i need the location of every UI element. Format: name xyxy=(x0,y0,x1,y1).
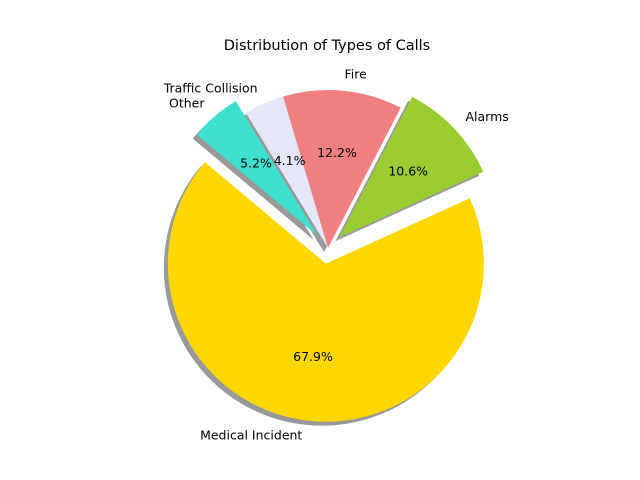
slice-label-other: Other xyxy=(169,96,205,111)
pie-slice-traffic-collision xyxy=(245,96,328,248)
slice-label-alarms: Alarms xyxy=(465,109,508,124)
slice-label-fire: Fire xyxy=(344,66,367,81)
pct-label-medical-incident: 67.9% xyxy=(293,349,333,364)
pie-slice-medical-incident xyxy=(167,162,484,422)
pie-slice-layer xyxy=(167,90,484,422)
pie-slice-alarms xyxy=(339,96,484,238)
pie-label-layer: Medical Incident 67.9% Alarms 10.6% Fire 12.2… xyxy=(163,66,509,442)
pie-slice-fire xyxy=(283,90,401,248)
pct-label-traffic-collision: 4.1% xyxy=(274,153,306,168)
chart-title: Distribution of Types of Calls xyxy=(224,38,430,54)
slice-label-medical-incident: Medical Incident xyxy=(200,427,302,442)
pct-label-other: 5.2% xyxy=(240,156,272,171)
pct-label-fire: 12.2% xyxy=(317,145,357,160)
slice-label-traffic-collision: Traffic Collision xyxy=(163,81,258,96)
pct-label-alarms: 10.6% xyxy=(388,163,428,178)
pie-slice-other xyxy=(196,100,318,237)
